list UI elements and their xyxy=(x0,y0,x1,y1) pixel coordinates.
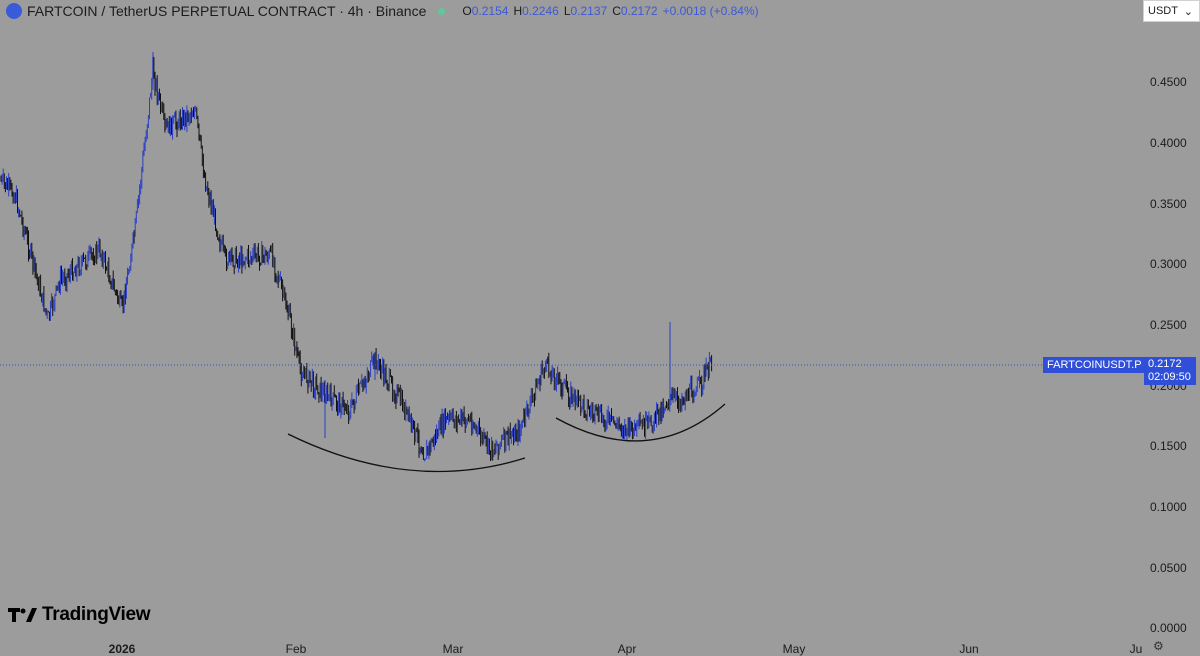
logo-text: TradingView xyxy=(42,604,151,625)
fartcoin-icon xyxy=(6,3,22,19)
price-change: +0.0018 (+0.84%) xyxy=(662,4,759,18)
price-tick: 0.4000 xyxy=(1150,136,1187,150)
time-tick: Mar xyxy=(442,642,464,656)
low-label: L xyxy=(563,4,571,18)
close-value: 0.2172 xyxy=(620,4,658,18)
price-chart[interactable] xyxy=(0,0,1140,654)
time-tick: Jun xyxy=(959,642,979,656)
open-label: O xyxy=(462,4,472,18)
high-value: 0.2246 xyxy=(522,4,559,18)
close-label: C xyxy=(612,4,621,18)
price-tick: 0.0500 xyxy=(1150,561,1187,575)
price-tick: 0.2500 xyxy=(1150,318,1187,332)
rounded-bottom-curve xyxy=(287,433,526,473)
price-tick: 0.1500 xyxy=(1150,439,1187,453)
candlestick-series xyxy=(0,52,713,462)
market-status-icon xyxy=(438,7,446,15)
chart-legend: FARTCOIN / TetherUS PERPETUAL CONTRACT ·… xyxy=(0,0,759,22)
currency-value: USDT xyxy=(1148,5,1178,17)
price-tick: 0.4500 xyxy=(1150,75,1187,89)
open-value: 0.2154 xyxy=(471,4,509,18)
tradingview-logo-icon xyxy=(8,608,37,622)
symbol-price-label: FARTCOINUSDT.P xyxy=(1043,357,1146,373)
time-tick: May xyxy=(782,642,806,656)
chevron-down-icon: ⌄ xyxy=(1183,5,1193,18)
time-tick: Ju xyxy=(1129,642,1143,656)
time-tick: Apr xyxy=(617,642,637,656)
price-tick: 0.3000 xyxy=(1150,257,1187,271)
last-price-badge: 0.2172 02:09:50 xyxy=(1144,357,1196,385)
last-price-value: 0.2172 xyxy=(1148,358,1182,370)
tradingview-logo[interactable]: TradingView xyxy=(8,604,151,626)
time-tick: Feb xyxy=(285,642,307,656)
low-value: 0.2137 xyxy=(570,4,608,18)
high-label: H xyxy=(513,4,523,18)
price-tick: 0.1000 xyxy=(1150,500,1187,514)
rounded-bottom-curve xyxy=(555,403,726,442)
symbol-title[interactable]: FARTCOIN / TetherUS PERPETUAL CONTRACT ·… xyxy=(27,3,427,19)
time-tick: 2026 xyxy=(108,642,136,656)
price-tick: 0.0000 xyxy=(1150,621,1187,635)
price-tick: 0.3500 xyxy=(1150,197,1187,211)
bar-countdown: 02:09:50 xyxy=(1148,371,1191,383)
settings-gear-icon[interactable]: ⚙ xyxy=(1153,639,1164,653)
